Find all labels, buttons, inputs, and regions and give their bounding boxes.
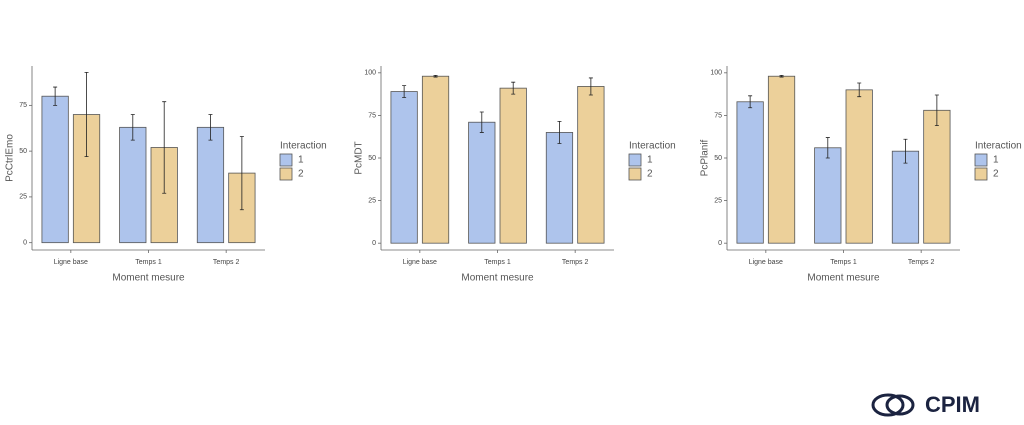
error-bar xyxy=(857,82,862,98)
x-axis-label: Moment mesure xyxy=(112,273,185,284)
error-bar xyxy=(557,120,562,144)
y-tick-label: 75 xyxy=(368,112,376,119)
bar xyxy=(196,126,225,244)
y-tick-label: 50 xyxy=(19,148,27,155)
x-tick-label: Temps 1 xyxy=(830,259,857,266)
bar xyxy=(390,91,418,244)
bar xyxy=(891,150,920,244)
y-tick-label: 50 xyxy=(714,155,722,162)
chart-panel: 0 25 50 75 PcCtrlEmo Moment mesure Ligne base T… xyxy=(5,66,327,284)
y-axis-label: PcPlanif xyxy=(700,139,711,176)
error-bar xyxy=(479,111,484,133)
bar xyxy=(119,126,147,244)
y-axis-label: PcMDT xyxy=(354,141,365,174)
error-bar xyxy=(162,101,167,194)
x-axis-label: Moment mesure xyxy=(461,273,534,284)
x-tick-label: Temps 2 xyxy=(562,259,589,266)
legend-title: Interaction xyxy=(280,141,327,152)
legend-title: Interaction xyxy=(975,141,1022,152)
error-bar xyxy=(402,85,407,98)
bar xyxy=(923,109,951,244)
error-bar xyxy=(130,114,135,141)
legend-label: 2 xyxy=(647,169,653,180)
legend-label: 1 xyxy=(647,155,653,166)
bar xyxy=(767,75,796,244)
y-tick-label: 100 xyxy=(364,70,376,77)
error-bar xyxy=(588,77,593,96)
y-tick-label: 75 xyxy=(19,102,27,109)
bar xyxy=(499,87,527,244)
x-tick-label: Temps 2 xyxy=(213,259,240,266)
y-tick-label: 25 xyxy=(714,197,722,204)
x-tick-label: Ligne base xyxy=(54,259,88,266)
error-bar xyxy=(779,74,784,78)
bar xyxy=(845,89,873,244)
legend-swatch xyxy=(628,167,642,181)
bar xyxy=(468,121,496,244)
bar xyxy=(545,132,574,244)
logo-text: CPIM xyxy=(925,392,980,417)
logo: CPIM xyxy=(871,392,980,417)
error-bar xyxy=(934,94,939,127)
error-bar xyxy=(825,137,830,159)
legend-label: 1 xyxy=(298,155,304,166)
chart-panel: 0 25 50 75 100 PcPlanif Moment mesure Ligne bas… xyxy=(700,66,1022,284)
y-axis-label: PcCtrlEmo xyxy=(5,134,16,182)
x-tick-label: Temps 2 xyxy=(908,259,935,266)
bar xyxy=(814,147,842,244)
error-bar xyxy=(511,81,516,95)
y-tick-label: 100 xyxy=(710,70,722,77)
legend-title: Interaction xyxy=(629,141,676,152)
y-tick-label: 0 xyxy=(372,240,376,247)
x-tick-label: Ligne base xyxy=(403,259,437,266)
legend-label: 1 xyxy=(993,155,999,166)
y-tick-label: 0 xyxy=(23,240,27,247)
legend-swatch xyxy=(974,167,988,181)
legend-label: 2 xyxy=(993,169,999,180)
bar xyxy=(421,75,450,244)
bar xyxy=(736,101,764,244)
x-tick-label: Temps 1 xyxy=(135,259,162,266)
legend-swatch xyxy=(279,167,293,181)
logo-ring xyxy=(885,394,915,416)
y-tick-label: 75 xyxy=(714,112,722,119)
error-bar xyxy=(53,86,58,106)
error-bar xyxy=(433,74,438,78)
error-bar xyxy=(903,138,908,164)
bar xyxy=(577,86,605,244)
legend-swatch xyxy=(279,153,293,167)
legend-label: 2 xyxy=(298,169,304,180)
y-tick-label: 0 xyxy=(718,240,722,247)
error-bar xyxy=(84,72,89,158)
x-tick-label: Ligne base xyxy=(749,259,783,266)
bar xyxy=(41,95,69,244)
y-tick-label: 25 xyxy=(368,197,376,204)
error-bar xyxy=(239,136,244,211)
x-axis-label: Moment mesure xyxy=(807,273,880,284)
x-tick-label: Temps 1 xyxy=(484,259,511,266)
y-tick-label: 50 xyxy=(368,155,376,162)
chart-panel: 0 25 50 75 100 PcMDT Moment mesure Ligne base Te… xyxy=(354,66,676,284)
y-tick-label: 25 xyxy=(19,194,27,201)
legend-swatch xyxy=(974,153,988,167)
logo-ring xyxy=(871,393,905,417)
error-bar xyxy=(748,95,753,109)
legend-swatch xyxy=(628,153,642,167)
error-bar xyxy=(208,114,213,141)
